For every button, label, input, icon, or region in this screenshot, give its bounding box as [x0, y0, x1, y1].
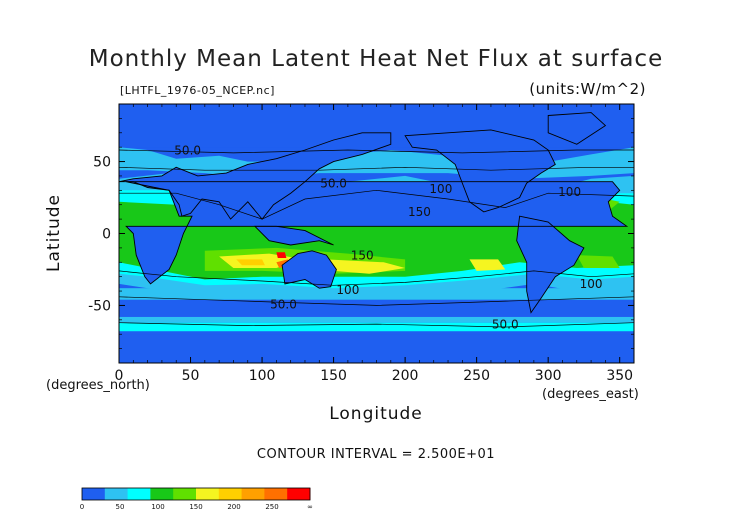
colorbar-label: 0: [80, 503, 84, 511]
colorbar-label: 200: [227, 503, 240, 511]
coastline-6: [253, 225, 334, 246]
y-tick-label: 50: [93, 155, 111, 171]
colorbar: 0 50 100 150 200 250 ∞: [80, 487, 313, 511]
contour-label: 100: [558, 185, 581, 199]
contour-label: 100: [580, 277, 603, 291]
x-tick-label: 200: [392, 368, 419, 384]
x-tick-label: 100: [249, 368, 276, 384]
colorbar-label: 250: [265, 503, 278, 511]
colorbar-label: 150: [189, 503, 202, 511]
land-mass-4: [282, 250, 337, 289]
south-pacific-core: [326, 259, 406, 274]
colorbar-swatch: [150, 488, 174, 500]
y-tick-label: -50: [88, 298, 111, 314]
land-mass-5: [548, 112, 606, 145]
x-tick-label: 0: [115, 368, 124, 384]
coastline-4: [281, 250, 337, 289]
contour-line-1: [119, 270, 634, 286]
x-tick-label: 300: [535, 368, 562, 384]
coastline-5: [547, 112, 607, 145]
contour-label: 50.0: [270, 297, 297, 311]
colorbar-label: ∞: [307, 503, 313, 511]
antarctica: [119, 334, 634, 363]
x-units-label: (degrees_east): [542, 387, 639, 402]
colorbar-label: 50: [116, 503, 125, 511]
antarctic-edge-band: [119, 322, 634, 332]
colorbar-swatch: [173, 488, 197, 500]
x-tick-label: 250: [463, 368, 490, 384]
colorbar-swatch: [264, 488, 288, 500]
colorbar-swatch: [196, 488, 220, 500]
contour-label: 150: [408, 205, 431, 219]
contour-label: 50.0: [492, 317, 519, 331]
contour-label: 150: [351, 248, 374, 262]
units-label: (units:W/m^2): [529, 80, 646, 98]
colorbar-swatch: [82, 488, 106, 500]
axis-ticks: 0 50 100 150 200 250 300 350 -50 0 50: [88, 104, 634, 384]
contour-line-5: [119, 149, 634, 154]
contour-line-2: [119, 296, 634, 306]
colorbar-swatch: [127, 488, 151, 500]
colorbar-swatch: [218, 488, 243, 500]
land-mass-2: [405, 129, 556, 212]
indian-hotspot: [236, 259, 265, 266]
y-tick-label: 0: [102, 227, 111, 243]
file-label: [LHTFL_1976-05_NCEP.nc]: [120, 84, 275, 97]
contour-line-3: [119, 322, 634, 328]
contour-line-0: [119, 189, 634, 220]
colorbar-swatch: [104, 488, 129, 500]
contour-label: 100: [429, 182, 452, 196]
coastline-3: [516, 215, 585, 314]
x-tick-label: 150: [320, 368, 347, 384]
contour-label: 50.0: [174, 143, 201, 157]
contour-labels: 50.0 50.0 100 150 100 150 100 50.0 100 50.0: [174, 143, 602, 331]
contour-interval-label: CONTOUR INTERVAL = 2.500E+01: [256, 447, 496, 462]
y-units-label: (degrees_north): [46, 378, 150, 393]
chart-title: Monthly Mean Latent Heat Net Flux at sur…: [88, 46, 664, 72]
south-atlantic-band: [576, 255, 620, 268]
colorbar-label: 100: [151, 503, 164, 511]
contour-label: 100: [336, 283, 359, 297]
contour-line-4: [119, 166, 634, 171]
x-axis-label: Longitude: [329, 404, 423, 424]
coastline-1: [125, 181, 629, 285]
x-tick-label: 50: [182, 368, 200, 384]
coastline-outline: [119, 112, 634, 328]
colorbar-swatch: [241, 488, 265, 500]
tropical-max: [276, 252, 287, 258]
coastline-2: [404, 129, 556, 213]
land-mass-6: [254, 226, 334, 245]
southern-ocean-inner: [119, 299, 634, 317]
contour-label: 50.0: [320, 176, 347, 190]
colorbar-frame: [81, 487, 311, 501]
colorbar-swatch: [287, 488, 311, 500]
x-tick-label: 350: [606, 368, 633, 384]
east-pacific-core: [469, 259, 506, 271]
land-mass-3: [516, 216, 584, 313]
